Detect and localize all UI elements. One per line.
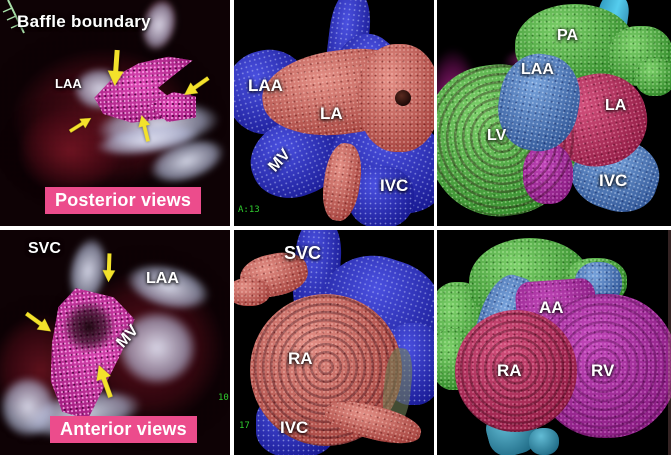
panel-anterior-baffle: SVC LAA MV Anterior views 10 xyxy=(0,230,230,455)
baffle-opening xyxy=(62,300,116,354)
label-ra: RA xyxy=(288,349,313,368)
yellow-arrow-icon xyxy=(68,117,92,133)
label-aa: AA xyxy=(539,298,564,317)
scale-ruler-icon xyxy=(2,0,25,34)
panel-posterior-segmented: PA LAA LA LV IVC xyxy=(437,0,671,226)
label-lv: LV xyxy=(487,127,507,144)
atrial-appendage xyxy=(234,278,270,306)
yellow-arrow-icon xyxy=(25,311,52,332)
pa-branch xyxy=(635,58,671,96)
label-la: LA xyxy=(605,97,627,114)
workstation-annotation: A:13 xyxy=(238,205,260,215)
yellow-arrow-icon xyxy=(102,253,116,283)
label-ivc: IVC xyxy=(380,176,409,195)
yellow-arrow-icon xyxy=(138,115,151,142)
ra-structure xyxy=(455,310,577,432)
vessel-ostium xyxy=(395,90,411,106)
ivc-structure xyxy=(529,428,559,455)
yellow-arrow-icon xyxy=(96,365,113,398)
label-ra: RA xyxy=(497,361,522,380)
label-laa: LAA xyxy=(146,270,179,287)
panel-title: Baffle boundary xyxy=(17,12,151,31)
label-laa: LAA xyxy=(248,76,283,95)
panel-posterior-la: LAA LA MV IVC A:13 xyxy=(234,0,434,226)
workstation-annotation: 17 xyxy=(239,421,250,431)
label-svc: SVC xyxy=(28,240,61,257)
yellow-arrow-icon xyxy=(184,76,210,95)
workstation-annotation: 10 xyxy=(218,393,229,403)
rv-fringe xyxy=(523,144,573,204)
panel-edge xyxy=(668,230,671,455)
label-rv: RV xyxy=(591,361,615,380)
yellow-arrow-icon xyxy=(107,49,124,86)
posterior-views-banner: Posterior views xyxy=(45,187,202,214)
label-ivc: IVC xyxy=(599,171,628,190)
label-laa: LAA xyxy=(521,61,554,78)
label-laa: LAA xyxy=(55,76,82,91)
label-svc: SVC xyxy=(284,243,322,263)
label-pa: PA xyxy=(557,27,579,44)
label-ivc: IVC xyxy=(280,418,309,437)
anterior-views-banner: Anterior views xyxy=(50,416,197,443)
panel-anterior-ra: SVC RA IVC 17 xyxy=(234,230,434,455)
panel-anterior-segmented: AA RA RV xyxy=(437,230,671,455)
panel-posterior-baffle: Baffle boundary LAA Posterior views xyxy=(0,0,230,226)
label-la: LA xyxy=(320,104,343,123)
